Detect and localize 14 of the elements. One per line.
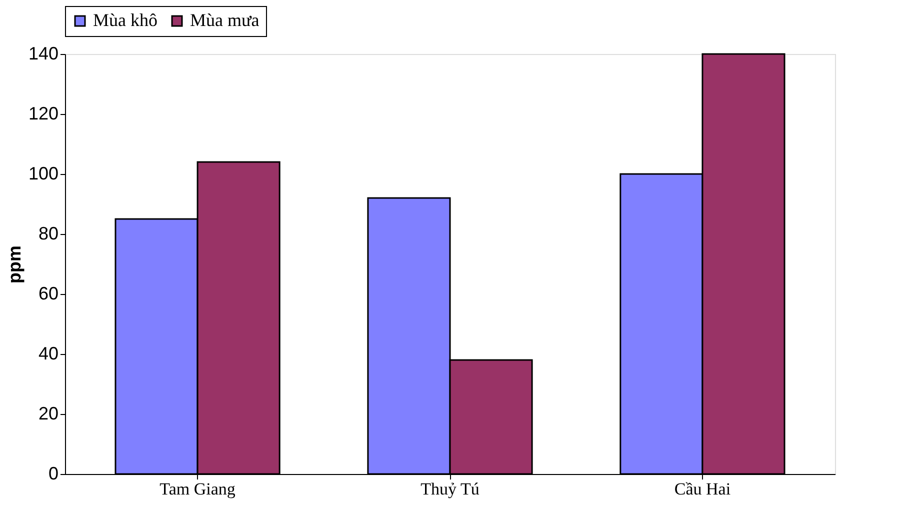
y-tick-label: 80 [38,224,58,244]
y-tick-label: 120 [28,104,58,124]
legend-label: Mùa mưa [190,10,260,30]
y-tick-label: 60 [38,284,58,304]
y-axis-title: ppm [4,246,24,284]
y-tick-label: 0 [48,464,58,484]
legend-label: Mùa khô [93,10,158,30]
y-tick-label: 140 [28,44,58,64]
y-tick-label: 40 [38,344,58,364]
y-tick-label: 20 [38,404,58,424]
x-tick-label: Thuỷ Tú [420,480,480,498]
x-tick-label: Tam Giang [160,480,236,498]
y-tick-label: 100 [28,164,58,184]
x-tick-label: Cầu Hai [674,480,731,498]
